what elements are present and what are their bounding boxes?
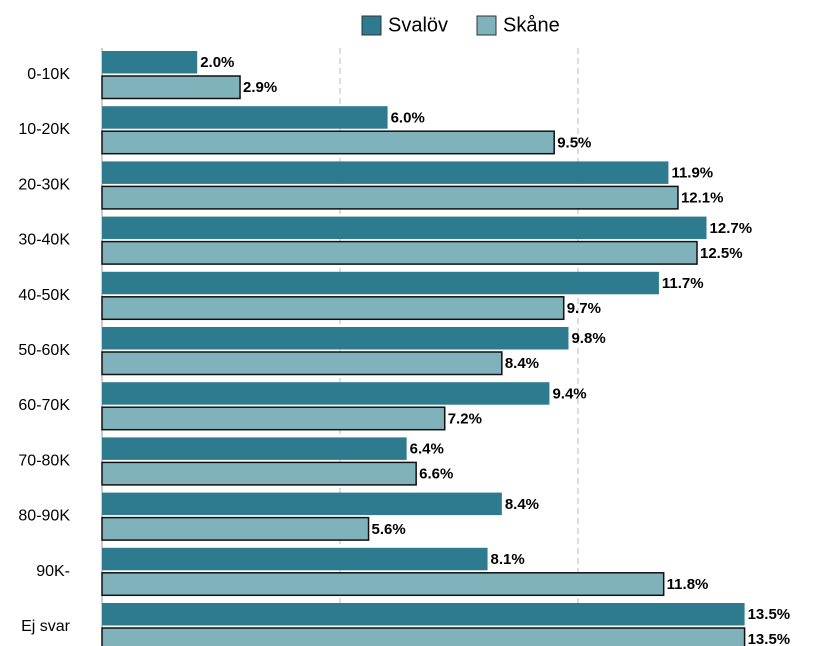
- bar: [101, 296, 565, 321]
- value-label: 13.5%: [748, 606, 791, 623]
- legend-label: Skåne: [503, 14, 560, 36]
- value-label: 6.0%: [391, 109, 425, 126]
- y-tick-label: 0-10K: [27, 66, 70, 83]
- bar: [101, 240, 698, 265]
- legend-swatch: [476, 15, 497, 36]
- value-label: 13.5%: [748, 631, 791, 646]
- value-label: 8.1%: [491, 551, 525, 568]
- value-label: 5.6%: [372, 521, 406, 538]
- y-tick-label: Ej svar: [21, 618, 71, 635]
- value-label: 12.7%: [710, 220, 753, 237]
- value-label: 9.7%: [567, 300, 601, 317]
- y-tick-label: 40-50K: [18, 287, 70, 304]
- bar: [101, 627, 746, 646]
- bar: [101, 75, 241, 100]
- bar: [101, 130, 555, 155]
- value-label: 11.9%: [671, 165, 713, 182]
- y-tick-label: 60-70K: [18, 397, 70, 414]
- bar: [102, 492, 502, 516]
- value-label: 9.5%: [557, 134, 591, 151]
- value-label: 11.8%: [667, 576, 709, 593]
- value-label: 7.2%: [448, 410, 482, 427]
- y-tick-label: 10-20K: [18, 121, 70, 138]
- value-label: 2.9%: [243, 79, 277, 96]
- bar: [102, 106, 388, 129]
- value-label: 9.8%: [571, 330, 605, 347]
- bar: [102, 437, 407, 460]
- bar: [101, 185, 679, 210]
- value-label: 6.6%: [419, 466, 453, 483]
- bar: [102, 547, 488, 571]
- y-tick-label: 90K-: [36, 563, 70, 580]
- bar: [102, 51, 198, 74]
- bar: [102, 327, 569, 350]
- legend-swatch: [361, 15, 382, 36]
- legend-label: Svalöv: [388, 14, 448, 36]
- value-label: 6.4%: [410, 441, 444, 458]
- value-label: 12.1%: [681, 190, 724, 207]
- bar: [102, 161, 669, 184]
- y-tick-label: 30-40K: [18, 232, 70, 249]
- value-label: 11.7%: [662, 275, 704, 292]
- value-label: 8.4%: [505, 355, 539, 372]
- bar: [102, 216, 707, 240]
- bar: [101, 572, 665, 597]
- bar: [102, 382, 550, 405]
- bar: [101, 461, 417, 486]
- y-tick-label: 70-80K: [18, 452, 70, 469]
- bar: [102, 271, 659, 295]
- value-label: 2.0%: [200, 54, 234, 71]
- value-label: 9.4%: [552, 385, 586, 402]
- bar: [102, 603, 745, 626]
- bar: [101, 516, 370, 541]
- value-label: 12.5%: [700, 245, 743, 262]
- value-label: 8.4%: [505, 496, 539, 513]
- bar: [101, 406, 446, 431]
- y-tick-label: 80-90K: [18, 508, 70, 525]
- y-tick-label: 50-60K: [18, 342, 70, 359]
- bar: [101, 351, 503, 376]
- y-tick-label: 20-30K: [18, 176, 70, 193]
